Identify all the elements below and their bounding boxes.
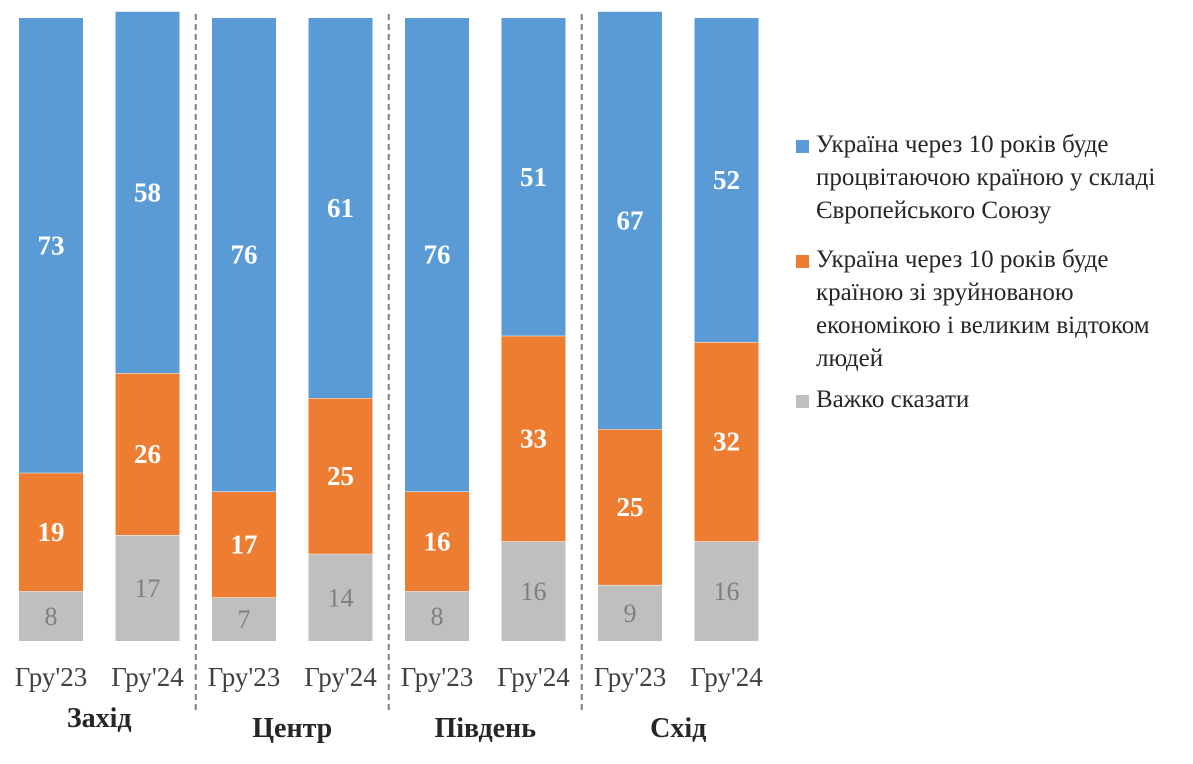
bar-segment-ruined <box>405 491 469 592</box>
bar-segment-hard-to-say <box>19 591 83 641</box>
data-label-eu: 58 <box>134 177 161 207</box>
bar-segment-hard-to-say <box>115 535 180 641</box>
data-label-hard-to-say: 8 <box>431 602 444 631</box>
bar-segment-eu <box>115 11 180 374</box>
data-label-eu: 73 <box>38 230 65 260</box>
data-label-ruined: 33 <box>520 424 547 454</box>
bar-segment-hard-to-say <box>501 541 566 641</box>
data-label-hard-to-say: 16 <box>521 577 547 606</box>
data-label-eu: 76 <box>231 240 258 270</box>
legend-item-eu: Україна через 10 років буде процвітаючою… <box>796 128 1186 227</box>
bar-segment-ruined <box>694 341 759 542</box>
bar-segment-ruined <box>598 429 662 585</box>
x-tick-label: Гру'23 <box>208 662 280 692</box>
data-label-eu: 51 <box>520 162 547 192</box>
legend-swatch-ruined <box>796 255 809 268</box>
bar-segment-hard-to-say <box>694 541 759 641</box>
data-label-hard-to-say: 7 <box>238 605 251 634</box>
data-label-ruined: 25 <box>327 461 354 491</box>
bar-segment-ruined <box>308 398 373 554</box>
bar-segment-hard-to-say <box>598 584 662 641</box>
data-label-hard-to-say: 17 <box>135 574 161 603</box>
x-tick-label: Гру'23 <box>401 662 473 692</box>
group-label: Захід <box>67 703 132 734</box>
bar-segment-eu <box>212 18 276 492</box>
bar-segment-eu <box>501 18 566 336</box>
data-label-ruined: 17 <box>231 529 258 559</box>
data-label-hard-to-say: 9 <box>624 599 637 628</box>
data-label-eu: 61 <box>327 193 354 223</box>
data-label-hard-to-say: 14 <box>328 583 354 612</box>
data-label-ruined: 32 <box>713 427 740 457</box>
legend-label-eu: Україна через 10 років буде процвітаючою… <box>816 131 1156 224</box>
x-tick-label: Гру'23 <box>15 662 87 692</box>
legend-item-hard-to-say: Важко сказати <box>796 383 1186 416</box>
x-tick-label: Гру'24 <box>111 662 184 692</box>
group-label: Схід <box>650 713 706 744</box>
stacked-bar-chart: 8 19 73 Гру'23 17 26 58 Гру'24 7 17 76 Гру'23 14 25 61… <box>15 11 763 744</box>
bar-segment-ruined <box>115 373 180 536</box>
x-tick-label: Гру'23 <box>594 662 666 692</box>
bar-segment-hard-to-say <box>405 591 469 641</box>
bar-segment-ruined <box>212 491 276 598</box>
legend: Україна через 10 років буде процвітаючою… <box>796 128 1186 416</box>
data-label-eu: 76 <box>424 240 451 270</box>
bar-segment-eu <box>598 11 662 430</box>
bar-segment-ruined <box>501 335 566 542</box>
x-tick-label: Гру'24 <box>304 662 377 692</box>
bar-segment-hard-to-say <box>308 553 373 641</box>
bar-segment-eu <box>19 18 83 473</box>
legend-swatch-hard-to-say <box>796 395 809 408</box>
legend-label-ruined: Україна через 10 років буде країною зі з… <box>816 246 1150 372</box>
data-label-ruined: 26 <box>134 439 161 469</box>
data-label-ruined: 16 <box>424 526 451 556</box>
data-label-eu: 52 <box>713 165 740 195</box>
bar-segment-hard-to-say <box>212 597 276 641</box>
legend-label-hard-to-say: Важко сказати <box>816 386 970 413</box>
data-label-eu: 67 <box>617 205 644 235</box>
x-tick-label: Гру'24 <box>690 662 763 692</box>
data-label-hard-to-say: 8 <box>45 602 58 631</box>
legend-item-ruined: Україна через 10 років буде країною зі з… <box>796 243 1186 375</box>
bar-segment-eu <box>405 18 469 492</box>
data-label-ruined: 25 <box>617 492 644 522</box>
data-label-hard-to-say: 16 <box>714 577 740 606</box>
bar-segment-ruined <box>19 472 83 592</box>
bar-segment-eu <box>308 18 373 399</box>
legend-swatch-eu <box>796 140 809 153</box>
group-label: Центр <box>252 713 332 744</box>
group-label: Південь <box>434 713 536 744</box>
x-tick-label: Гру'24 <box>497 662 570 692</box>
bar-segment-eu <box>694 18 759 342</box>
data-label-ruined: 19 <box>38 517 65 547</box>
